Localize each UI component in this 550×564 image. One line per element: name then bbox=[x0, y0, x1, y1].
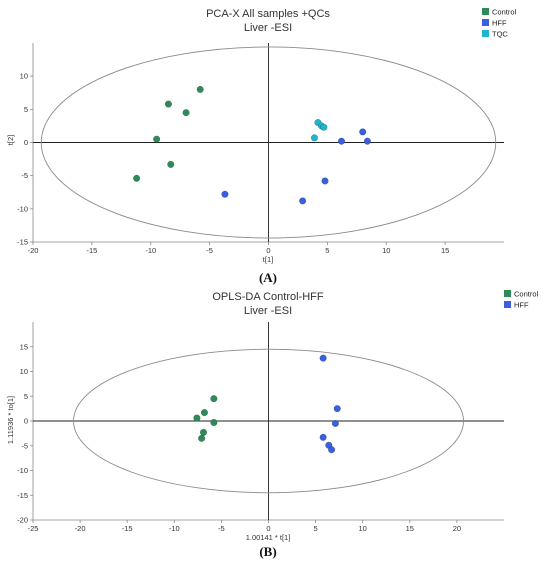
opls-legend-swatch-control bbox=[504, 290, 511, 297]
opls-y-tick-label: 10 bbox=[20, 367, 28, 376]
pca-legend-label-control: Control bbox=[492, 8, 517, 17]
pca-x-tick-label: -20 bbox=[28, 246, 39, 255]
panel-label-b: (B) bbox=[259, 544, 276, 559]
pca-legend: Control HFF TQC bbox=[482, 8, 517, 39]
pca-point-tqc bbox=[320, 123, 328, 131]
opls-point-control bbox=[210, 395, 218, 403]
opls-y-tick-label: -10 bbox=[17, 466, 28, 475]
pca-y-tick-label: 10 bbox=[20, 72, 28, 81]
pca-legend-swatch-hff bbox=[482, 19, 489, 26]
pca-y-tick-label: -5 bbox=[21, 171, 28, 180]
opls-y-tick-label: 15 bbox=[20, 342, 28, 351]
opls-point-control bbox=[193, 414, 201, 422]
opls-y-tick-label: 5 bbox=[24, 392, 28, 401]
pca-point-control bbox=[182, 109, 190, 117]
opls-x-axis-label: 1.00141 * t[1] bbox=[246, 533, 291, 542]
pca-x-tick-label: -10 bbox=[145, 246, 156, 255]
opls-x-tick-label: -20 bbox=[75, 524, 86, 533]
opls-legend: Control HFF bbox=[504, 290, 539, 310]
pca-x-axis-label: t[1] bbox=[263, 255, 273, 264]
pca-chart: PCA-X All samples +QCs Liver -ESI -20 -15… bbox=[6, 8, 517, 286]
pca-x-tick-label: 15 bbox=[441, 246, 449, 255]
pca-point-tqc bbox=[310, 134, 318, 142]
opls-x-tick-label: 0 bbox=[266, 524, 270, 533]
pca-y-tick-label: 0 bbox=[24, 138, 28, 147]
opls-y-tick-label: -20 bbox=[17, 516, 28, 525]
pca-point-control bbox=[196, 85, 204, 93]
pca-x-tick-label: 0 bbox=[266, 246, 270, 255]
opls-point-control bbox=[200, 409, 208, 417]
opls-x-tick-label: -5 bbox=[218, 524, 225, 533]
opls-y-tick-label: 0 bbox=[24, 417, 28, 426]
pca-x-tick-label: 10 bbox=[382, 246, 390, 255]
opls-point-control bbox=[198, 434, 206, 442]
pca-point-control bbox=[164, 100, 172, 108]
pca-point-hff bbox=[299, 197, 307, 205]
pca-y-tick-label: 5 bbox=[24, 105, 28, 114]
opls-y-tick-label: -15 bbox=[17, 491, 28, 500]
opls-x-tick-label: -10 bbox=[169, 524, 180, 533]
pca-title: PCA-X All samples +QCs bbox=[206, 8, 330, 20]
opls-x-tick-label: 20 bbox=[453, 524, 461, 533]
opls-x-tick-label: -25 bbox=[28, 524, 39, 533]
opls-x-tick-label: 5 bbox=[314, 524, 318, 533]
pca-legend-label-tqc: TQC bbox=[492, 30, 508, 39]
opls-point-hff bbox=[319, 433, 327, 441]
pca-point-control bbox=[153, 135, 161, 143]
pca-point-hff bbox=[337, 137, 346, 145]
pca-confidence-ellipse bbox=[40, 46, 497, 239]
opls-confidence-ellipse bbox=[73, 348, 464, 494]
opls-x-tick-label: -15 bbox=[122, 524, 133, 533]
pca-point-hff bbox=[359, 128, 367, 136]
pca-point-control bbox=[133, 174, 141, 182]
pca-point-hff bbox=[321, 177, 329, 185]
opls-title: OPLS-DA Control-HFF bbox=[212, 291, 324, 303]
pca-point-hff bbox=[363, 137, 371, 145]
pca-y-tick-label: -10 bbox=[17, 204, 28, 213]
pca-point-control bbox=[167, 160, 175, 168]
panel-label-a: (A) bbox=[259, 270, 277, 285]
opls-point-control bbox=[199, 428, 208, 436]
pca-y-axis-label: t[2] bbox=[6, 135, 15, 145]
pca-subtitle: Liver -ESI bbox=[244, 22, 292, 34]
opls-point-hff bbox=[333, 405, 341, 413]
opls-subtitle: Liver -ESI bbox=[244, 305, 292, 317]
pca-legend-label-hff: HFF bbox=[492, 19, 507, 28]
pca-x-tick-label: -5 bbox=[206, 246, 213, 255]
opls-y-axis-label: 1.11936 * to[1] bbox=[6, 396, 15, 444]
opls-point-hff bbox=[319, 354, 327, 362]
pca-point-hff bbox=[221, 190, 229, 198]
opls-x-tick-label: 10 bbox=[359, 524, 367, 533]
pca-legend-swatch-tqc bbox=[482, 30, 489, 37]
opls-legend-swatch-hff bbox=[504, 301, 511, 308]
pca-legend-swatch-control bbox=[482, 8, 489, 15]
pca-y-tick-label: -15 bbox=[17, 238, 28, 247]
opls-x-tick-label: 15 bbox=[406, 524, 414, 533]
pca-x-tick-label: -15 bbox=[86, 246, 97, 255]
opls-da-chart: OPLS-DA Control-HFF Liver -ESI -25 -20 -15… bbox=[6, 290, 539, 560]
opls-point-hff bbox=[331, 419, 339, 428]
pca-x-tick-label: 5 bbox=[325, 246, 329, 255]
opls-point-control bbox=[210, 418, 218, 427]
opls-legend-label-control: Control bbox=[514, 290, 539, 299]
opls-legend-label-hff: HFF bbox=[514, 301, 529, 310]
opls-point-hff bbox=[328, 446, 336, 454]
opls-y-tick-label: -5 bbox=[21, 441, 28, 450]
